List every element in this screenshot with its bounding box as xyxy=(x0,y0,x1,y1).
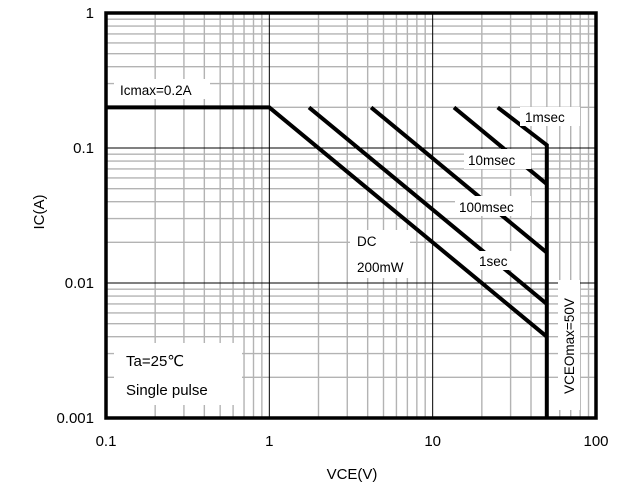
x-tick-label: 10 xyxy=(424,433,441,450)
annotation-bg xyxy=(114,79,210,99)
annotation-bg xyxy=(474,251,520,270)
annotation-dc: DC xyxy=(357,234,377,249)
annotation-200mw: 200mW xyxy=(357,260,404,275)
x-tick-label: 0.1 xyxy=(96,433,117,450)
annotation-10msec: 10msec xyxy=(468,153,516,168)
grid-major xyxy=(106,13,596,418)
plot-frame xyxy=(104,11,598,420)
series-line-100msec xyxy=(369,105,549,255)
series-line-1msec xyxy=(496,105,549,418)
y-tick-label: 0.01 xyxy=(65,275,94,292)
annotation-1msec: 1msec xyxy=(525,110,565,125)
y-axis-label: IC(A) xyxy=(31,195,48,230)
series-line-dc-200mw xyxy=(106,105,549,339)
annotation-1sec: 1sec xyxy=(479,254,508,269)
annotation-bg xyxy=(558,280,580,410)
annotation-ta: Ta=25℃ xyxy=(126,353,184,370)
series-line-1sec xyxy=(307,105,549,306)
x-tick-label: 1 xyxy=(265,433,273,450)
x-axis-label: VCE(V) xyxy=(327,466,378,483)
annotation-bg xyxy=(350,230,410,278)
annotation-100msec: 100msec xyxy=(459,200,514,215)
series-lines xyxy=(106,105,549,418)
annotation-vceo: VCEOmax=50V xyxy=(562,298,577,394)
y-tick-label: 1 xyxy=(86,5,94,22)
annotation-icmax: Icmax=0.2A xyxy=(120,83,192,98)
y-tick-label: 0.001 xyxy=(56,410,94,427)
y-tick-label: 0.1 xyxy=(73,140,94,157)
annotation-bg xyxy=(520,107,580,126)
annotation-bg xyxy=(455,196,531,216)
tick-labels: 0.1 1 10 100 0.001 0.01 0.1 1 xyxy=(56,5,608,450)
x-tick-label: 100 xyxy=(583,433,608,450)
annotation-bg xyxy=(464,149,531,169)
series-line-10msec xyxy=(452,105,549,186)
annotation-bg xyxy=(114,343,242,405)
annotation-single-pulse: Single pulse xyxy=(126,382,208,399)
